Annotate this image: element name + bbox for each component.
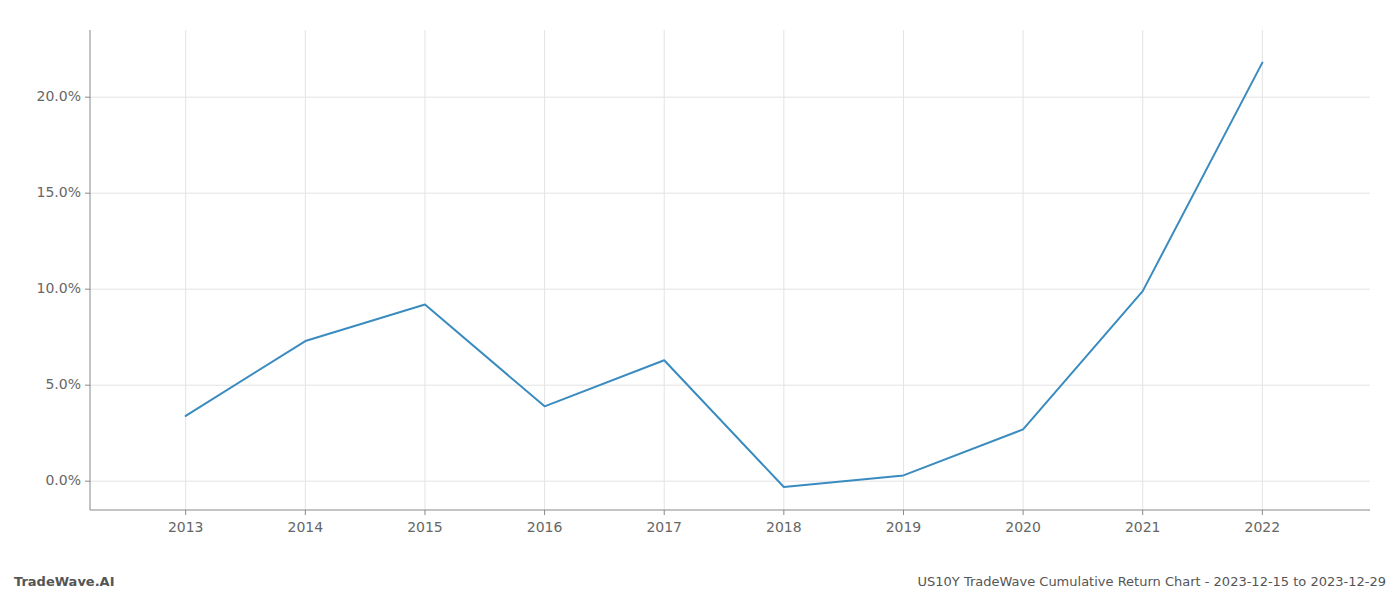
x-tick [1142, 510, 1143, 515]
x-tick-label: 2020 [1005, 519, 1041, 535]
grid [90, 30, 1370, 510]
x-tick-label: 2016 [527, 519, 563, 535]
y-grid-line [90, 289, 1370, 290]
x-tick-label: 2017 [646, 519, 682, 535]
y-tick [85, 97, 90, 98]
x-tick-label: 2021 [1125, 519, 1161, 535]
x-tick-label: 2013 [168, 519, 204, 535]
x-axis-line [90, 510, 1370, 511]
y-axis-line [90, 30, 91, 510]
x-grid-line [185, 30, 186, 510]
y-grid-line [90, 481, 1370, 482]
y-tick [85, 481, 90, 482]
x-grid-line [1023, 30, 1024, 510]
x-tick-label: 2022 [1245, 519, 1281, 535]
x-tick [1262, 510, 1263, 515]
y-tick-label: 15.0% [37, 184, 81, 200]
y-grid-line [90, 193, 1370, 194]
y-grid-line [90, 97, 1370, 98]
x-grid-line [664, 30, 665, 510]
x-grid-line [783, 30, 784, 510]
x-tick-label: 2015 [407, 519, 443, 535]
chart-svg: 0.0% 5.0% 10.0% 15.0% 20.0% 2013 2014 2015 2016 2… [0, 0, 1400, 600]
x-tick [664, 510, 665, 515]
x-grid-line [424, 30, 425, 510]
x-tick [185, 510, 186, 515]
title: US10Y TradeWave Cumulative Return Chart … [918, 574, 1386, 589]
axes: 0.0% 5.0% 10.0% 15.0% 20.0% 2013 2014 2015 2016 2… [37, 30, 1370, 535]
watermark: TradeWave.AI [14, 574, 115, 589]
x-tick-label: 2014 [288, 519, 324, 535]
y-tick-label: 0.0% [45, 472, 81, 488]
x-grid-line [544, 30, 545, 510]
x-grid-line [305, 30, 306, 510]
y-tick [85, 289, 90, 290]
y-tick-label: 10.0% [37, 280, 81, 296]
y-tick-label: 5.0% [45, 376, 81, 392]
x-tick [424, 510, 425, 515]
chart-container: 0.0% 5.0% 10.0% 15.0% 20.0% 2013 2014 2015 2016 2… [0, 0, 1400, 600]
y-grid-line [90, 385, 1370, 386]
y-tick [85, 385, 90, 386]
y-tick [85, 193, 90, 194]
x-tick [1023, 510, 1024, 515]
x-grid-line [903, 30, 904, 510]
y-tick-label: 20.0% [37, 88, 81, 104]
x-tick [544, 510, 545, 515]
x-tick-label: 2018 [766, 519, 802, 535]
x-tick [783, 510, 784, 515]
x-tick-label: 2019 [886, 519, 922, 535]
x-tick [903, 510, 904, 515]
x-tick [305, 510, 306, 515]
line [186, 63, 1263, 487]
x-grid-line [1142, 30, 1143, 510]
x-grid-line [1262, 30, 1263, 510]
plot-area [186, 63, 1263, 487]
